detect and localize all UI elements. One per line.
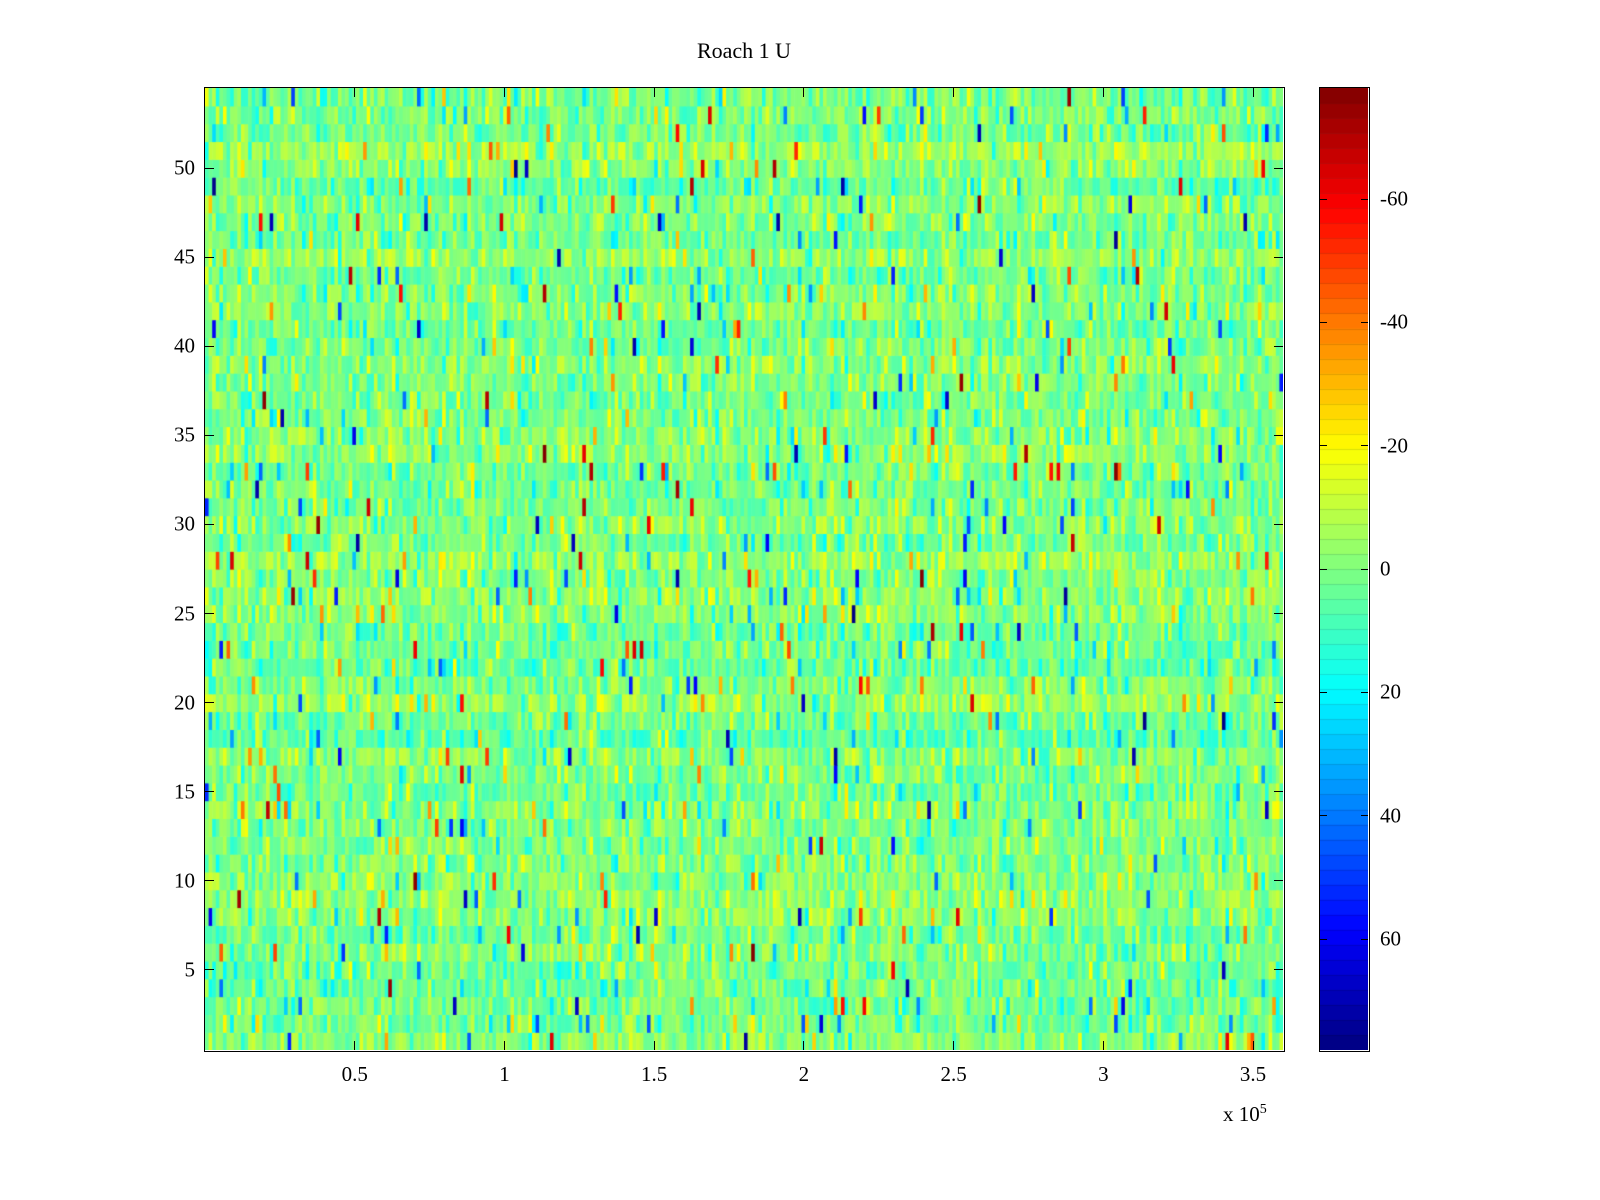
colorbar-tick-label: 0 [1380,556,1391,581]
x-tick-label: 1.5 [641,1062,668,1086]
colorbar-tick-label: 60 [1380,926,1401,951]
x-exponent-power: 5 [1259,1102,1267,1117]
y-tick-label: 25 [174,601,195,626]
y-tick-label: 45 [174,244,195,269]
x-tick-label: 2 [798,1062,810,1086]
x-tick-label: 3 [1098,1062,1109,1086]
colorbar-tick-label: -40 [1380,309,1408,334]
colorbar-tick-label: -20 [1380,433,1408,458]
x-tick-label: 2.5 [940,1062,967,1086]
y-tick-label: 35 [174,422,195,447]
x-tick-label: 3.5 [1239,1062,1267,1086]
x-tick-label: 1 [499,1062,510,1086]
colorbar-tick-label: -60 [1380,186,1408,211]
y-tick-label: 40 [174,333,195,358]
y-tick-label: 5 [184,957,196,982]
x-exponent-base: x 10 [1223,1102,1260,1126]
x-tick-label: 0.5 [341,1062,368,1086]
y-tick-label: 15 [174,779,195,804]
colorbar-tick-label: 40 [1380,803,1401,828]
chart-title: Roach 1 U [696,38,792,63]
heatmap-canvas [205,88,1283,1050]
y-tick-label: 50 [174,155,195,180]
colorbar-tick-label: 20 [1380,679,1401,704]
y-tick-label: 10 [174,868,195,893]
colorbar-canvas [1320,88,1368,1050]
y-tick-label: 30 [174,511,195,536]
y-tick-label: 20 [174,690,195,715]
x-axis-exponent-label: x 105 [1223,1102,1267,1127]
